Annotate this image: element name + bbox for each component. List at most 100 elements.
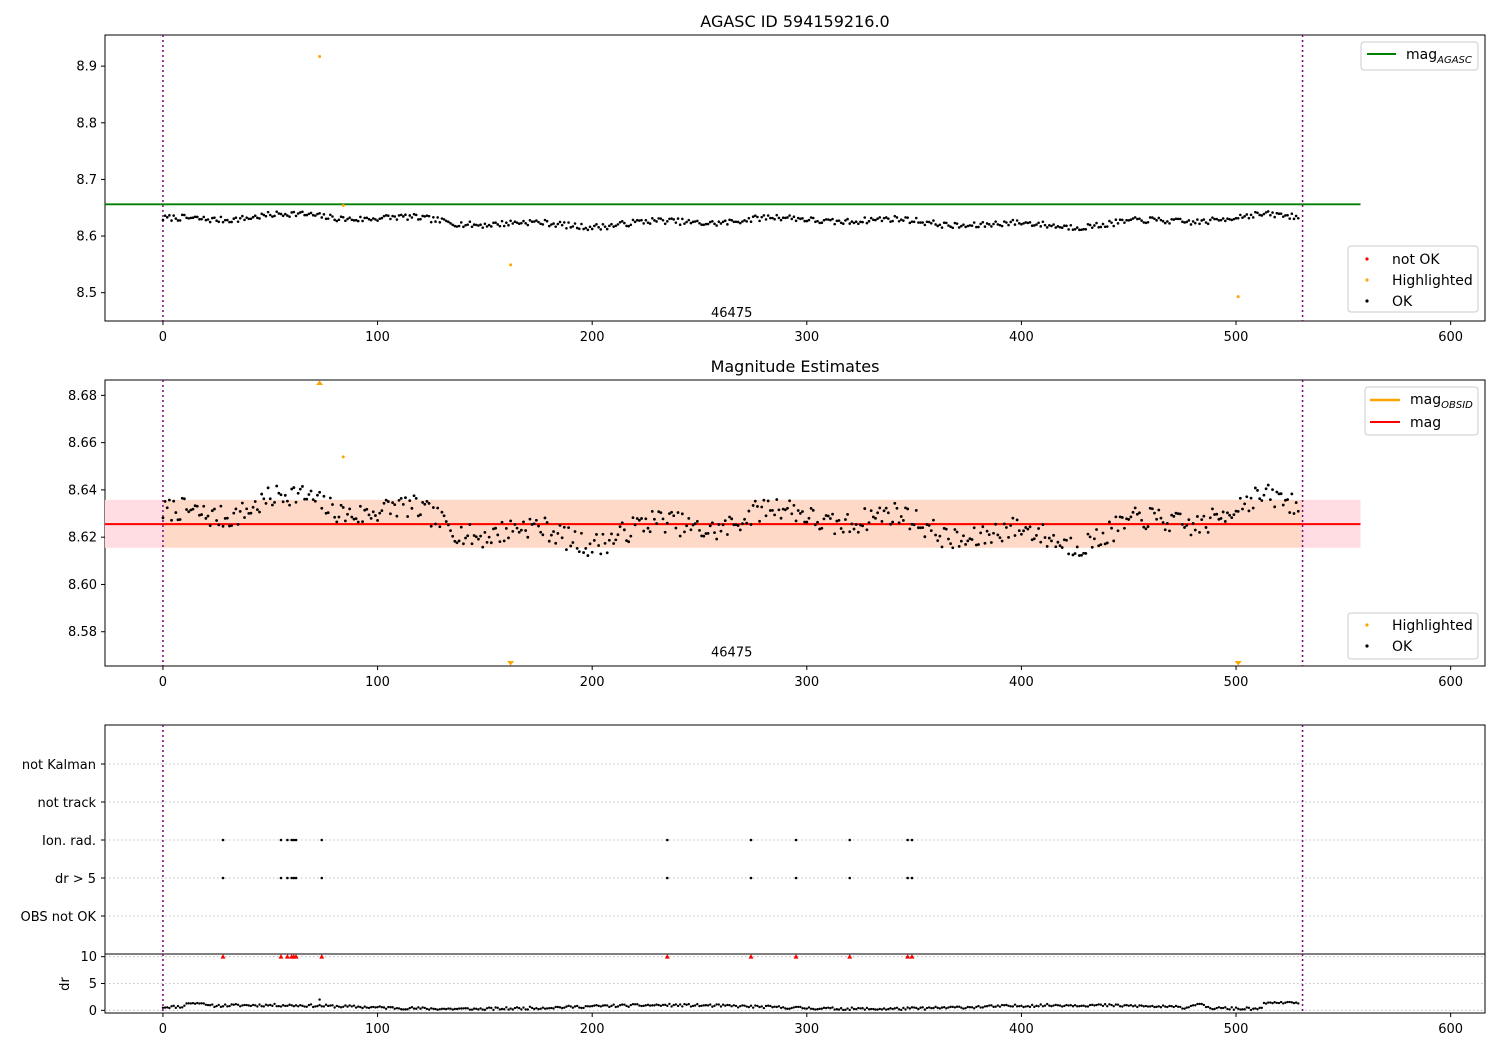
ok-point — [234, 216, 238, 219]
ok-point — [1127, 518, 1131, 521]
ok-point — [391, 214, 394, 218]
ok-point — [1024, 221, 1028, 224]
ok-point — [356, 520, 360, 524]
ok-point — [618, 220, 622, 224]
ok-point — [380, 216, 384, 220]
ok-point — [350, 218, 354, 222]
dr-point — [1148, 1005, 1152, 1008]
ok-point — [889, 522, 892, 526]
ok-point — [172, 214, 175, 217]
ok-point — [470, 225, 474, 229]
flag-point — [290, 838, 294, 842]
dr-point — [339, 1006, 343, 1009]
dr-point — [822, 1006, 826, 1010]
ok-point — [255, 508, 259, 512]
mid-xtick-label: 300 — [794, 675, 819, 690]
ok-point — [1020, 532, 1023, 536]
dr-point — [1045, 1002, 1049, 1006]
ok-point — [869, 509, 873, 513]
ok-point — [799, 217, 802, 221]
ok-point — [326, 217, 330, 220]
dr-point — [408, 1006, 411, 1010]
dr-point — [221, 1005, 225, 1008]
ok-point — [268, 497, 272, 501]
ok-point — [646, 221, 650, 224]
ok-point — [987, 223, 991, 226]
dr-point — [539, 1007, 542, 1010]
top-xtick-label: 300 — [794, 330, 819, 345]
ok-point — [230, 220, 233, 224]
dr-point — [773, 1005, 776, 1008]
dr-point — [464, 1007, 467, 1010]
dr-point — [1063, 1004, 1066, 1008]
ok-point — [820, 221, 824, 225]
dr-point — [1080, 1004, 1083, 1008]
dr-point — [1232, 1008, 1236, 1011]
ok-point — [710, 521, 714, 525]
ok-point — [779, 218, 783, 222]
dr-point — [957, 1005, 961, 1008]
ok-point — [208, 220, 212, 224]
ok-point — [468, 523, 472, 526]
dr-point — [262, 1005, 266, 1008]
ok-point — [837, 219, 841, 222]
ok-point — [453, 539, 457, 543]
ok-point — [1247, 509, 1251, 513]
ok-point — [515, 526, 519, 530]
ok-point — [1030, 224, 1034, 228]
ok-point — [550, 533, 553, 537]
ok-point — [417, 218, 420, 221]
dr-point — [271, 1004, 274, 1008]
ok-point — [612, 225, 615, 228]
ok-point — [653, 517, 656, 521]
dr-point — [545, 1007, 549, 1010]
dr-point — [711, 1005, 714, 1008]
ok-point — [945, 221, 948, 225]
ok-point — [1099, 225, 1103, 229]
dr-point — [335, 1004, 338, 1008]
ok-point — [1004, 526, 1008, 529]
ok-point — [251, 215, 255, 219]
ok-point — [1155, 517, 1159, 521]
ok-point — [515, 221, 519, 224]
ok-point — [170, 219, 173, 222]
dr-point — [666, 1004, 669, 1008]
ok-point — [286, 499, 289, 503]
dr-clipped-marker — [278, 954, 284, 959]
ok-point — [663, 222, 667, 226]
ok-point — [921, 526, 925, 530]
dr-point — [889, 1007, 892, 1010]
ok-point — [298, 487, 302, 491]
ok-point — [796, 216, 800, 220]
ok-point — [382, 214, 386, 218]
ok-point — [354, 517, 358, 521]
ok-point — [185, 508, 188, 511]
dr-point — [758, 1005, 761, 1009]
ok-point — [543, 516, 547, 520]
ok-point — [708, 524, 712, 528]
dr-point — [264, 1003, 268, 1006]
dr-point — [1226, 1007, 1229, 1011]
ok-point — [749, 220, 753, 224]
ok-point — [251, 505, 255, 509]
ok-point — [283, 212, 287, 216]
ok-point — [695, 519, 699, 523]
ok-point — [550, 223, 553, 226]
dr-point — [277, 1004, 281, 1008]
ok-point — [541, 533, 545, 537]
ok-point — [736, 220, 740, 224]
ok-point — [552, 222, 555, 225]
dr-point — [880, 1008, 884, 1011]
dr-point — [361, 1006, 364, 1010]
dr-point — [835, 1008, 839, 1011]
ok-point — [940, 226, 944, 229]
legend-not-ok-marker — [1365, 257, 1369, 261]
ok-point — [1086, 222, 1090, 226]
dr-point — [910, 1006, 914, 1009]
dr-point — [1189, 1004, 1193, 1008]
ok-point — [775, 498, 779, 501]
dr-point — [575, 1004, 579, 1008]
dr-point — [777, 1005, 781, 1008]
ok-point — [1168, 529, 1171, 533]
ok-point — [335, 520, 339, 524]
